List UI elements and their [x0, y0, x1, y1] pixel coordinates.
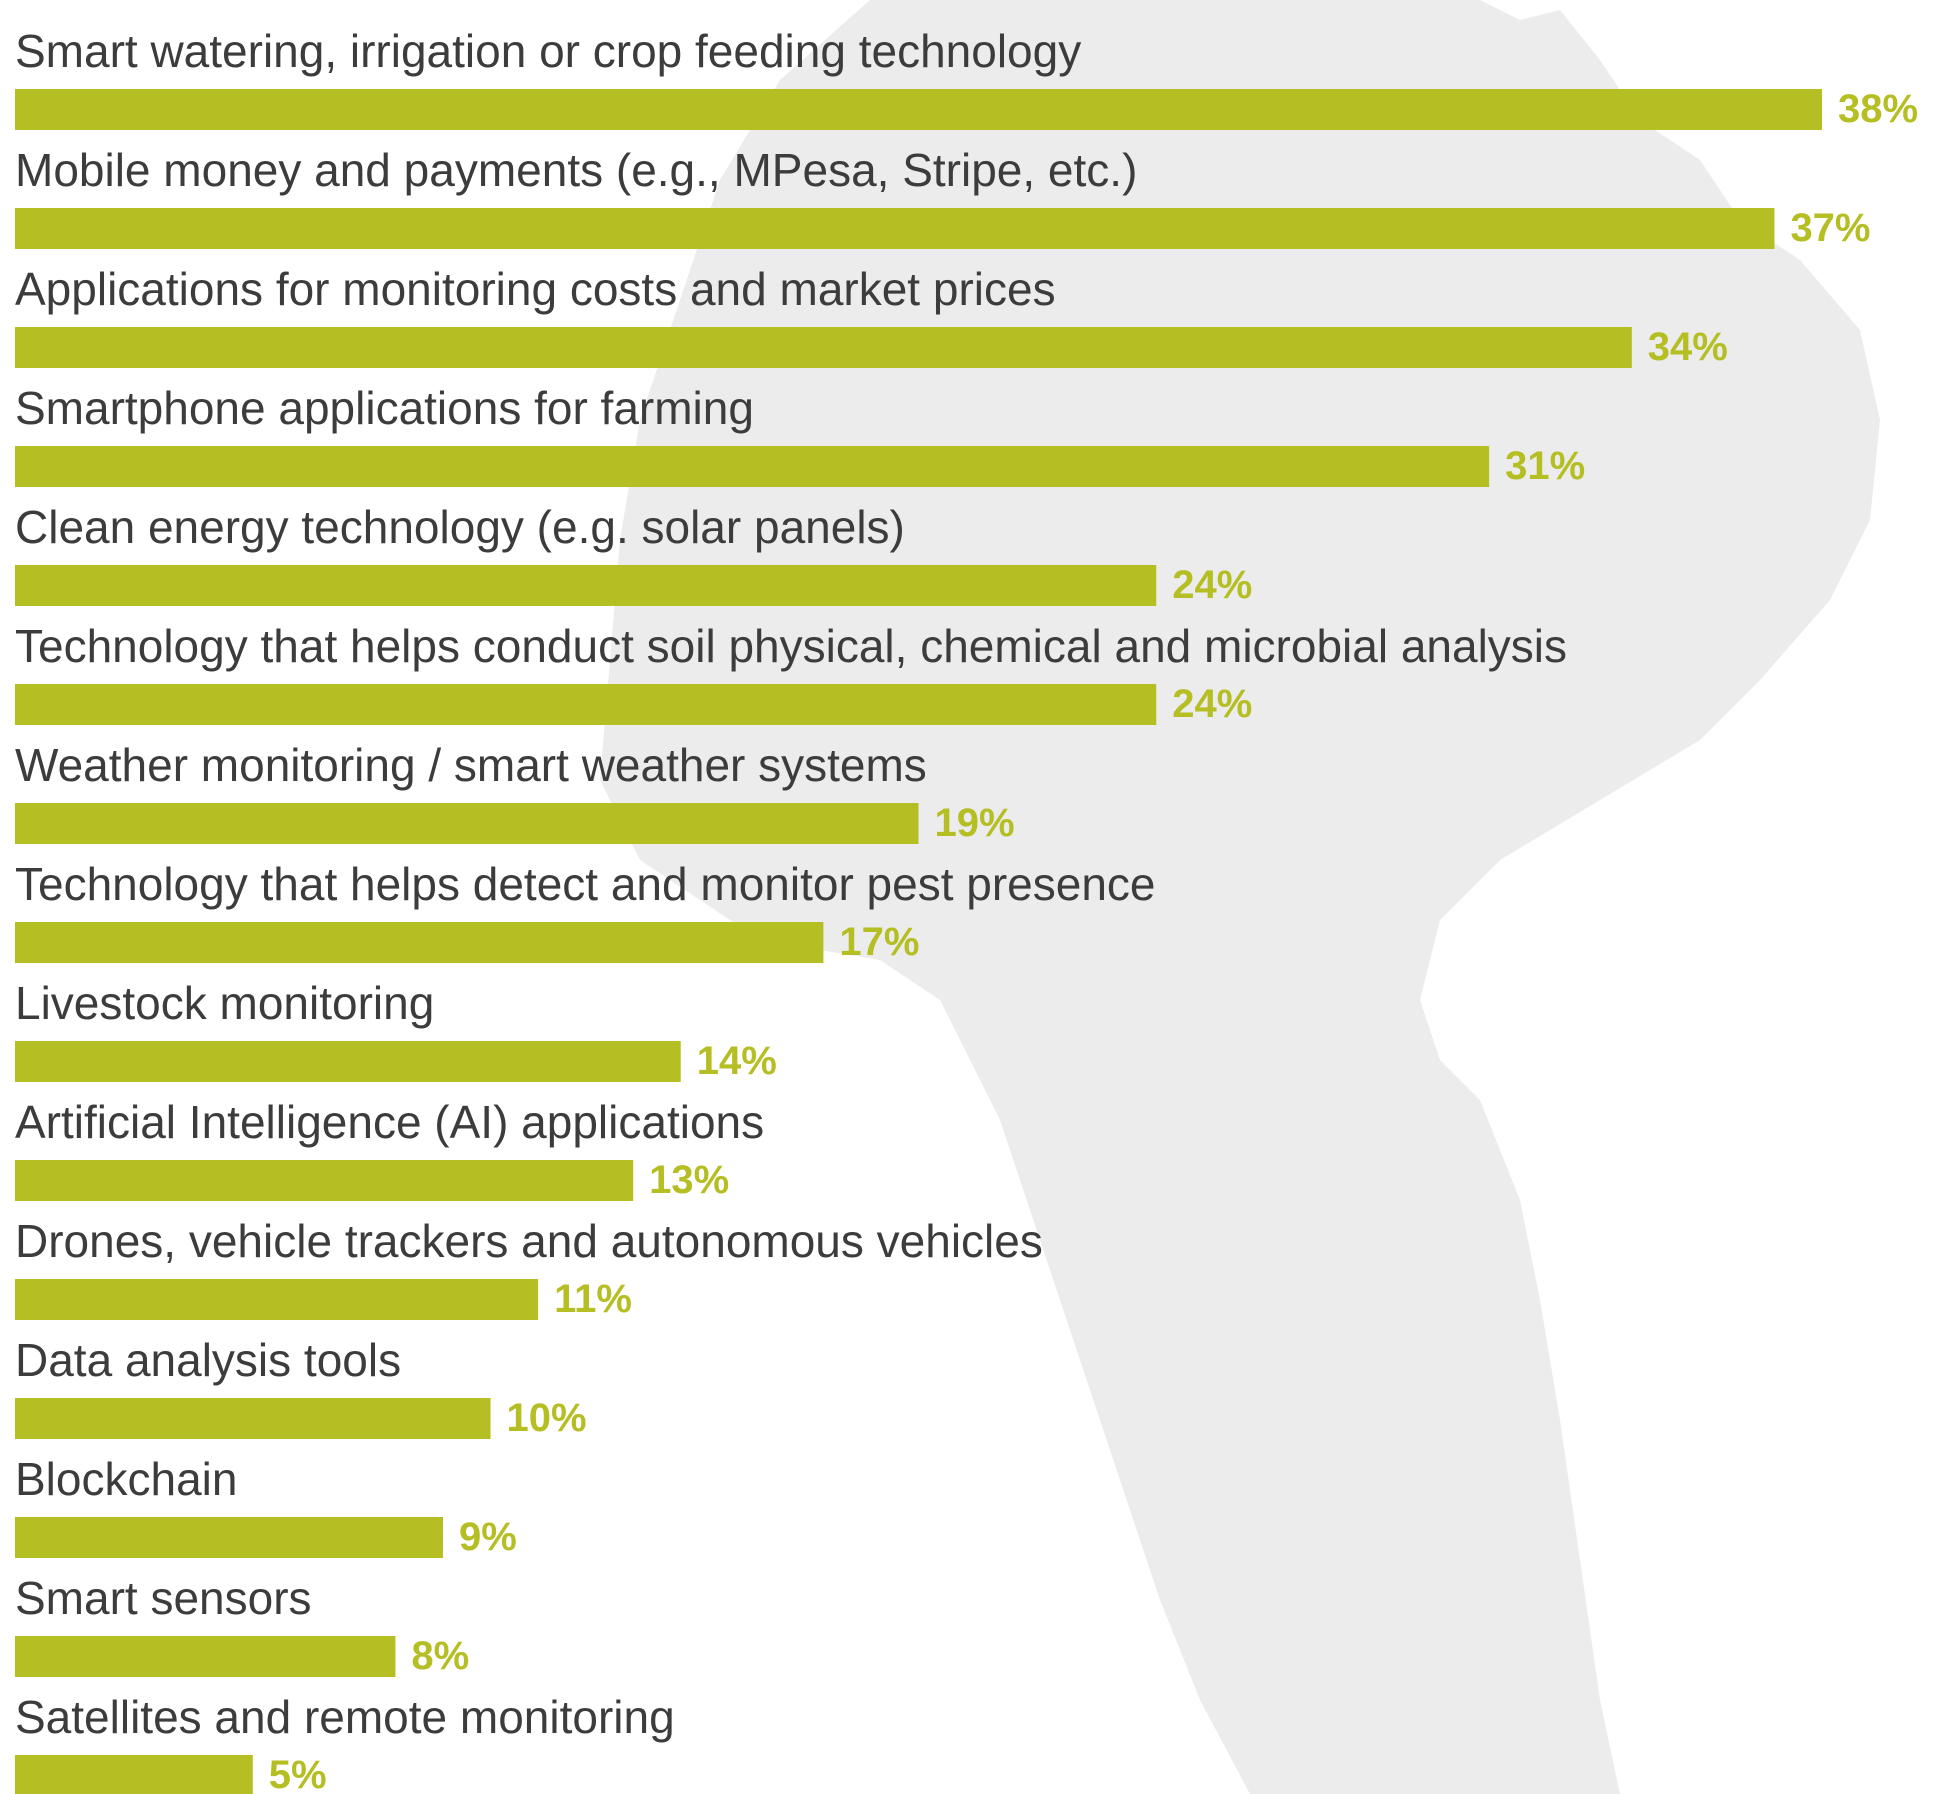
value-label: 10%	[507, 1396, 587, 1440]
bar	[15, 1517, 443, 1558]
value-label: 11%	[554, 1277, 632, 1321]
value-label: 24%	[1172, 563, 1252, 607]
category-label: Artificial Intelligence (AI) application…	[15, 1096, 764, 1148]
category-label: Clean energy technology (e.g. solar pane…	[15, 501, 905, 553]
category-label: Data analysis tools	[15, 1334, 401, 1386]
bar	[15, 803, 919, 844]
category-label: Mobile money and payments (e.g., MPesa, …	[15, 144, 1137, 196]
category-label: Smart sensors	[15, 1572, 312, 1624]
bar	[15, 565, 1157, 606]
category-label: Drones, vehicle trackers and autonomous …	[15, 1215, 1043, 1267]
category-label: Blockchain	[15, 1453, 237, 1505]
category-label: Satellites and remote monitoring	[15, 1691, 675, 1743]
value-label: 17%	[839, 920, 919, 964]
bar	[15, 327, 1632, 368]
value-label: 24%	[1172, 682, 1252, 726]
value-label: 8%	[411, 1634, 469, 1678]
bar	[15, 208, 1775, 249]
bar	[15, 1160, 634, 1201]
value-label: 9%	[459, 1515, 517, 1559]
category-label: Technology that helps detect and monitor…	[15, 858, 1156, 910]
value-label: 37%	[1790, 206, 1870, 250]
bar	[15, 1755, 253, 1794]
bar	[15, 1279, 539, 1320]
value-label: 5%	[269, 1753, 327, 1794]
category-label: Smartphone applications for farming	[15, 382, 754, 434]
value-label: 38%	[1838, 87, 1918, 131]
bar	[15, 1636, 396, 1677]
category-label: Weather monitoring / smart weather syste…	[15, 739, 927, 791]
category-label: Technology that helps conduct soil physi…	[15, 620, 1567, 672]
value-label: 34%	[1648, 325, 1728, 369]
value-label: 13%	[649, 1158, 729, 1202]
bar	[15, 684, 1157, 725]
bar	[15, 1398, 491, 1439]
bar	[15, 922, 824, 963]
value-label: 31%	[1505, 444, 1585, 488]
value-label: 14%	[697, 1039, 777, 1083]
category-label: Smart watering, irrigation or crop feedi…	[15, 25, 1081, 77]
bar	[15, 89, 1822, 130]
bar	[15, 1041, 681, 1082]
bar	[15, 446, 1490, 487]
category-label: Applications for monitoring costs and ma…	[15, 263, 1056, 315]
category-label: Livestock monitoring	[15, 977, 434, 1029]
value-label: 19%	[935, 801, 1015, 845]
